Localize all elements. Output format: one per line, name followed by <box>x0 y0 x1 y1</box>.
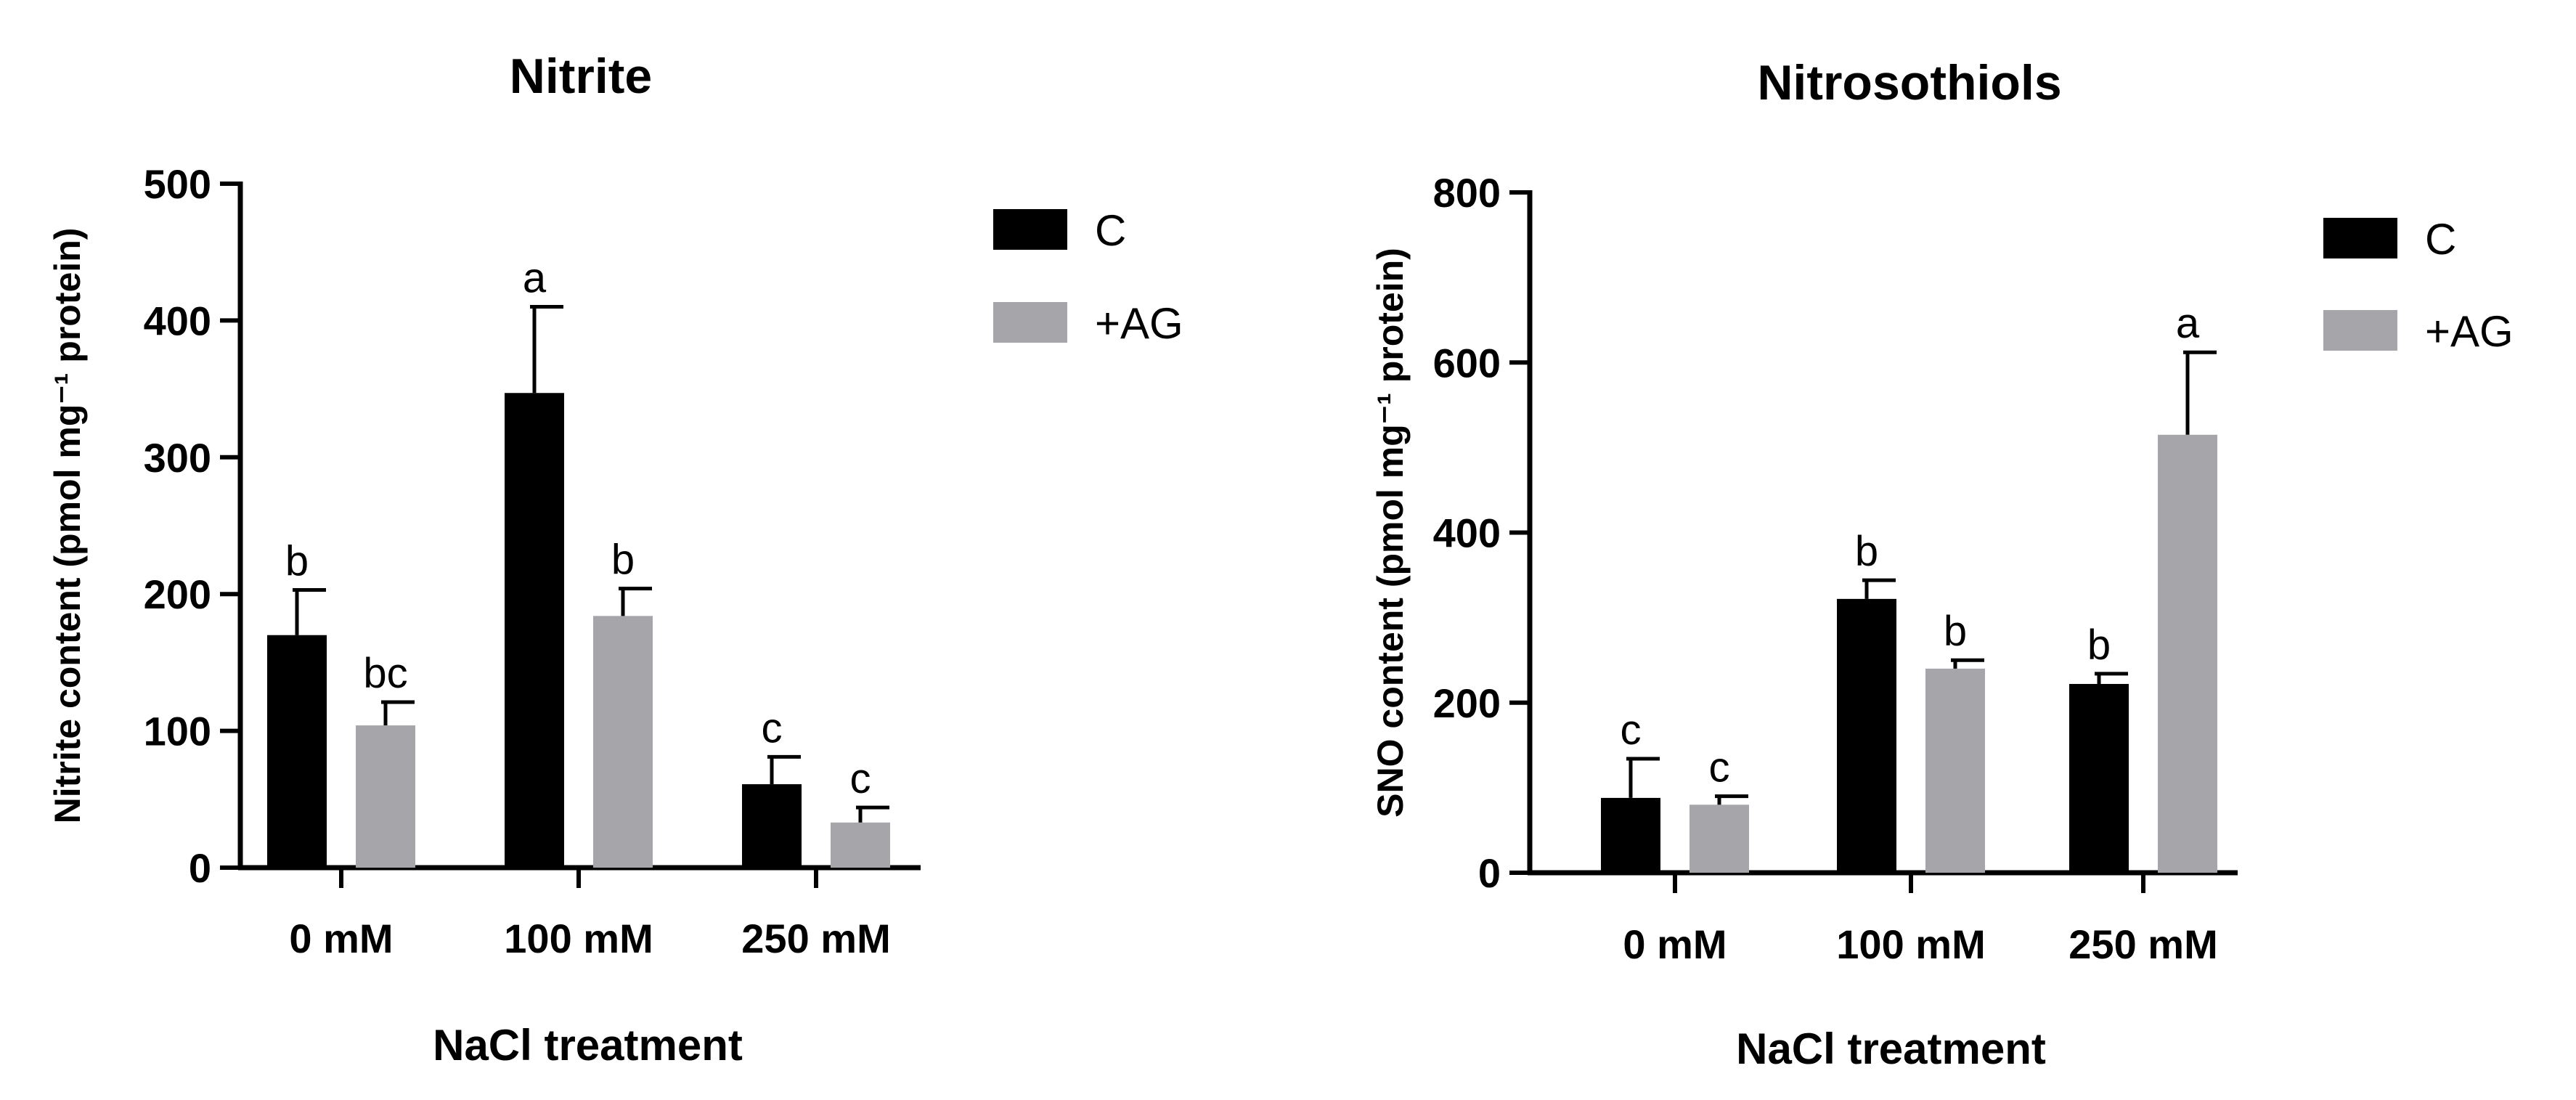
y-axis-label: Nitrite content (pmol mg⁻¹ protein) <box>47 228 88 824</box>
bar-c <box>1601 797 1660 873</box>
x-tick-label: 100 mM <box>1836 921 1985 967</box>
bar-ag <box>1690 804 1749 873</box>
bar-ag <box>2158 434 2217 873</box>
x-tick-label: 0 mM <box>1623 921 1727 967</box>
x-tick-label: 250 mM <box>741 916 890 961</box>
y-tick-label: 400 <box>1433 510 1501 556</box>
bar-c <box>505 393 564 868</box>
legend-swatch <box>2323 310 2397 351</box>
legend-swatch <box>993 302 1067 343</box>
significance-letter: b <box>2087 622 2111 669</box>
significance-letter: c <box>1709 744 1730 791</box>
bar-ag <box>831 822 890 868</box>
x-axis-label: NaCl treatment <box>1736 1024 2046 1073</box>
significance-letter: a <box>2176 300 2200 347</box>
significance-letter: a <box>523 255 547 302</box>
bar-c <box>1837 598 1896 873</box>
y-tick-label: 200 <box>1433 680 1501 726</box>
y-tick-label: 800 <box>1433 170 1501 216</box>
significance-letter: c <box>762 704 783 751</box>
significance-letter: b <box>611 537 635 584</box>
y-tick-label: 100 <box>144 709 211 754</box>
x-tick-label: 0 mM <box>289 916 393 961</box>
bar-ag <box>1925 668 1985 873</box>
significance-letter: bc <box>363 650 407 697</box>
significance-letter: b <box>1855 528 1878 575</box>
chart-title: Nitrosothiols <box>1757 55 2061 110</box>
legend-label: C <box>1095 206 1126 255</box>
legend-label: C <box>2425 215 2456 264</box>
bar-c <box>742 784 802 868</box>
x-tick-label: 100 mM <box>504 916 653 961</box>
y-tick-label: 0 <box>1478 850 1501 896</box>
significance-letter: c <box>1621 706 1642 754</box>
significance-letter: b <box>1944 608 1967 655</box>
bar-ag <box>593 616 653 868</box>
legend-label: +AG <box>2425 307 2514 356</box>
y-tick-label: 0 <box>189 845 211 891</box>
chart-2: Nitrosothiols 0 200 400 600 800 SNO content (p… <box>1370 55 2514 1073</box>
legend-label: +AG <box>1095 299 1183 348</box>
y-tick-label: 300 <box>144 435 211 481</box>
y-tick-label: 400 <box>144 298 211 343</box>
bar-c <box>2069 683 2129 873</box>
chart-title: Nitrite <box>510 49 652 104</box>
y-tick-label: 500 <box>144 161 211 207</box>
y-tick-label: 200 <box>144 571 211 617</box>
significance-letter: c <box>850 755 871 802</box>
x-tick-label: 250 mM <box>2068 921 2217 967</box>
y-axis-label: SNO content (pmol mg⁻¹ protein) <box>1370 248 1411 818</box>
significance-letter: b <box>285 538 309 585</box>
legend-swatch <box>2323 218 2397 258</box>
bar-ag <box>356 725 415 868</box>
x-axis-label: NaCl treatment <box>433 1021 743 1070</box>
y-tick-label: 600 <box>1433 340 1501 386</box>
chart-1: Nitrite 0 100 200 300 400 500 Nitrite content (… <box>47 49 1183 1070</box>
bar-c <box>267 635 327 868</box>
legend-swatch <box>993 209 1067 250</box>
